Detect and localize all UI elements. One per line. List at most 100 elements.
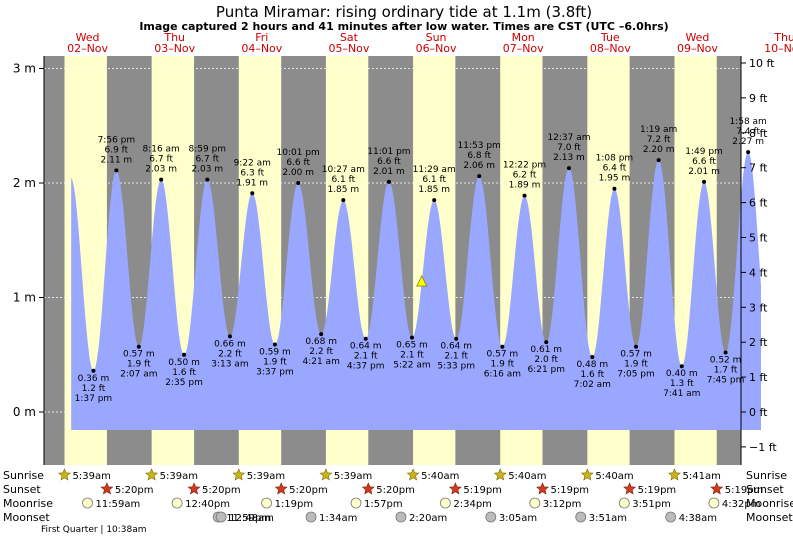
- moonrise-row-label-right: Moonrise: [746, 497, 793, 510]
- sunset-star-icon: [710, 482, 724, 495]
- moonset-circle-icon: [665, 511, 677, 523]
- right-tick-label: 5 ft: [749, 232, 768, 245]
- astro-rows: Sunrise Sunrise 5:39am 5:39am 5:39am 5:39am 5:…: [3, 468, 793, 524]
- sunset-star-icon: [187, 482, 201, 495]
- chart-subtitle: Image captured 2 hours and 41 minutes af…: [139, 20, 668, 33]
- tide-point-high: [522, 193, 527, 198]
- tide-label: 6.1 ft: [422, 175, 446, 185]
- tide-label: 1:58 am: [729, 117, 766, 127]
- tide-point-high: [296, 181, 301, 185]
- moonrise-time: 3:12pm: [543, 499, 582, 510]
- tide-label: 6.9 ft: [105, 145, 129, 155]
- sunrise-star-icon: [145, 468, 159, 481]
- tide-label: 0.59 m: [259, 347, 291, 357]
- tide-label: 8:59 pm: [189, 145, 227, 155]
- tide-point-high: [250, 191, 255, 196]
- tide-label: 0.36 m: [78, 374, 110, 384]
- day-date: 09–Nov: [677, 42, 718, 55]
- tide-labels: 0.36 m1.2 ft1:37 pm 7:56 pm6.9 ft2.11 m 0.…: [75, 117, 767, 404]
- tide-label: 2.1 ft: [444, 352, 468, 362]
- tide-point-low: [409, 335, 414, 340]
- moonset-circle-icon: [575, 511, 587, 523]
- tide-point-high: [746, 150, 751, 155]
- day-of-week: Sun: [426, 31, 447, 44]
- sunrise-time: 5:40am: [595, 471, 633, 482]
- moonset-time: 11:59pm: [226, 513, 271, 524]
- moonrise-circle-icon: [350, 497, 362, 509]
- right-tick-label: 9 ft: [749, 92, 768, 105]
- sunrise-star-icon: [232, 468, 246, 481]
- tide-label: 3:13 am: [211, 359, 248, 369]
- tide-label: 7:41 am: [663, 389, 700, 399]
- day-of-week: Thu: [163, 31, 185, 44]
- right-tick-label: 2 ft: [749, 336, 768, 349]
- moonrise-circle-icon: [708, 497, 720, 509]
- tide-point-high: [702, 179, 707, 184]
- moonset-time: 3:05am: [499, 513, 537, 524]
- tide-label: 0.61 m: [530, 345, 562, 355]
- moonrise-circle-icon: [439, 497, 451, 509]
- tide-label: 6.7 ft: [149, 155, 173, 165]
- tide-label: 0.64 m: [350, 342, 382, 352]
- moonrise-circle-icon: [529, 497, 541, 509]
- right-tick-label: 1 ft: [749, 371, 768, 384]
- right-tick-label: 0 ft: [749, 406, 768, 419]
- tide-label: 1.9 ft: [491, 360, 515, 370]
- tide-label: 2.1 ft: [400, 351, 424, 361]
- tide-label: 10:01 pm: [277, 148, 320, 158]
- tide-label: 6.4 ft: [603, 164, 627, 174]
- tide-label: 1:19 am: [640, 125, 677, 135]
- tide-label: 7.4 ft: [736, 127, 760, 137]
- sunset-star-icon: [100, 482, 114, 495]
- sunset-star-icon: [361, 482, 375, 495]
- tide-point-high: [432, 198, 437, 203]
- tide-point-low: [182, 352, 187, 357]
- sunrise-star-icon: [319, 468, 333, 481]
- tide-points: [91, 150, 751, 373]
- sunrise-time: 5:39am: [247, 471, 285, 482]
- tide-label: 1.3 ft: [670, 379, 694, 389]
- tide-label: 0.52 m: [710, 355, 742, 365]
- sunrise-time: 5:39am: [73, 471, 111, 482]
- moonrise-circle-icon: [618, 497, 630, 509]
- tide-label: 6.6 ft: [377, 157, 401, 167]
- tide-label: 2.2 ft: [218, 349, 242, 359]
- tide-label: 5:22 am: [393, 361, 430, 371]
- moonset-time: 3:51am: [589, 513, 627, 524]
- moonset-circle-icon: [395, 511, 407, 523]
- tide-point-high: [386, 179, 391, 184]
- sunrise-time: 5:40am: [421, 471, 459, 482]
- day-of-week: Wed: [685, 31, 709, 44]
- tide-label: 2.01 m: [688, 167, 720, 177]
- tide-label: 0.68 m: [305, 337, 337, 347]
- tide-label: 2.01 m: [373, 167, 405, 177]
- tide-label: 6.6 ft: [286, 158, 310, 168]
- tide-label: 6.8 ft: [467, 151, 491, 161]
- tide-label: 1.95 m: [599, 174, 631, 184]
- sunset-time: 5:19pm: [725, 485, 764, 496]
- day-labels: Wed02–NovThu03–NovFri04–NovSat05–NovSun0…: [67, 31, 793, 55]
- moonrise-circle-icon: [82, 497, 93, 509]
- sunset-star-icon: [274, 482, 288, 495]
- tide-label: 4:21 am: [302, 357, 339, 367]
- tide-label: 7:05 pm: [617, 370, 655, 380]
- tide-label: 7:56 pm: [98, 135, 136, 145]
- tide-label: 1.9 ft: [127, 360, 151, 370]
- tide-point-low: [634, 344, 639, 349]
- tide-label: 2.27 m: [732, 137, 764, 147]
- left-tick-label: 0 m: [13, 405, 36, 419]
- moonrise-circle-icon: [261, 497, 272, 509]
- tide-label: 1.6 ft: [172, 368, 196, 378]
- moonset-row-label-right: Moonset: [746, 511, 793, 524]
- tide-point-low: [363, 336, 368, 341]
- tide-point-low: [136, 344, 141, 349]
- sunrise-time: 5:39am: [334, 471, 372, 482]
- right-tick-label: 6 ft: [749, 197, 768, 210]
- sunrise-star-icon: [493, 468, 507, 481]
- tide-point-high: [205, 177, 210, 182]
- tide-point-low: [91, 368, 96, 373]
- sunset-time: 5:19pm: [463, 485, 502, 496]
- tide-label: 10:27 am: [322, 165, 365, 175]
- tide-label: 11:53 pm: [458, 141, 501, 151]
- tide-point-low: [227, 334, 232, 339]
